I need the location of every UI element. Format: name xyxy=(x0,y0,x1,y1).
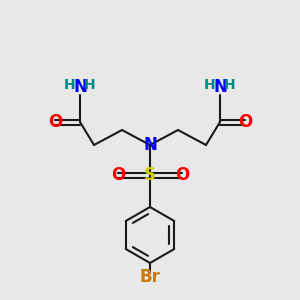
Text: H: H xyxy=(224,78,236,92)
Text: N: N xyxy=(213,78,227,96)
Text: O: O xyxy=(238,113,252,131)
Text: N: N xyxy=(143,136,157,154)
Text: O: O xyxy=(175,166,189,184)
Text: H: H xyxy=(64,78,76,92)
Text: O: O xyxy=(48,113,62,131)
Text: S: S xyxy=(144,166,156,184)
Text: H: H xyxy=(84,78,96,92)
Text: Br: Br xyxy=(140,268,160,286)
Text: N: N xyxy=(73,78,87,96)
Text: H: H xyxy=(204,78,216,92)
Text: O: O xyxy=(111,166,125,184)
